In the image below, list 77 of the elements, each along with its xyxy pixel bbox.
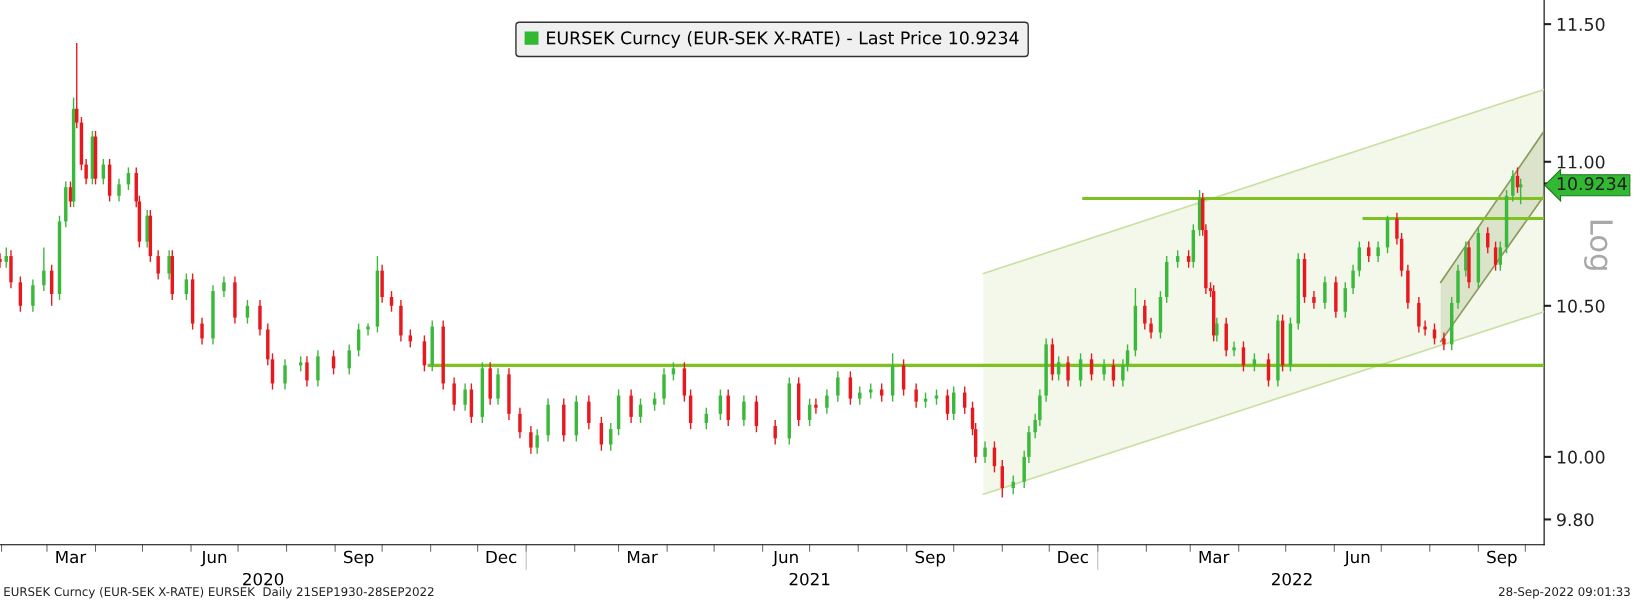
candlestick xyxy=(1215,316,1219,343)
y-tick-label: 9.80 xyxy=(1557,513,1594,527)
candlestick xyxy=(1367,240,1371,263)
x-tick-label: Mar xyxy=(56,550,87,564)
candlestick xyxy=(184,272,189,301)
candlestick xyxy=(1149,316,1153,340)
candlestick xyxy=(1464,240,1468,278)
x-tick-label: Jun xyxy=(772,550,798,567)
x2-tick-label: 2021 xyxy=(789,572,830,586)
x-tick-label: Dec xyxy=(1058,550,1088,564)
candlestick xyxy=(1511,169,1515,203)
candlestick xyxy=(1232,340,1236,358)
text: EURSEK Curncy (EUR-SEK X-RATE) EURSEK Daily 21SEP1930-28SEP2022 xyxy=(4,586,434,599)
candlestick xyxy=(222,275,226,298)
candlestick xyxy=(156,249,160,281)
candlestick xyxy=(836,370,840,403)
x-tick-label: Mar xyxy=(628,550,658,564)
y-axis-title: Log xyxy=(1584,220,1613,270)
y-tick-label: 10.9234 xyxy=(1557,177,1627,191)
candlestick xyxy=(200,316,204,346)
y-tick-label: 11.50 xyxy=(1557,17,1605,31)
candlestick xyxy=(1376,240,1380,263)
candlestick xyxy=(1395,212,1399,246)
x-tick-label: Jun xyxy=(200,550,227,567)
candlestick xyxy=(1033,413,1037,440)
candlestick xyxy=(283,358,287,391)
candlestick xyxy=(167,249,171,281)
candlestick xyxy=(1357,240,1362,278)
candlestick xyxy=(305,355,309,388)
candlestick xyxy=(773,419,777,446)
x-tick-label: Dec xyxy=(486,550,517,564)
legend-label: EURSEK Curncy (EUR-SEK X-RATE) - Last Price 10.9234 xyxy=(547,30,1019,48)
candlestick xyxy=(1351,264,1355,295)
candlestick xyxy=(825,388,829,415)
y-tick-label: 11.00 xyxy=(1557,155,1605,169)
candlestick xyxy=(609,422,613,452)
candlestick xyxy=(1102,358,1106,382)
candlestick xyxy=(4,246,8,269)
x-tick-label: Sep xyxy=(915,550,946,567)
candlestick xyxy=(452,376,456,412)
candlestick xyxy=(518,407,522,440)
candlestick xyxy=(814,397,818,415)
x2-tick-label: 2022 xyxy=(1272,572,1312,586)
candlestick xyxy=(1493,240,1498,272)
candlestick xyxy=(1417,296,1421,334)
candlestick xyxy=(848,370,853,406)
x-tick-label: Sep xyxy=(1487,550,1517,567)
y-tick-label: 10.00 xyxy=(1557,450,1605,464)
x-tick-label: Mar xyxy=(1199,550,1230,564)
candlestick xyxy=(1518,178,1523,205)
x2-tick-label: 2020 xyxy=(243,572,284,586)
candlestick xyxy=(31,278,35,313)
x-tick-label: Sep xyxy=(344,550,374,567)
candlestick xyxy=(535,428,539,455)
candlestick xyxy=(389,290,394,313)
candlestick xyxy=(463,382,467,412)
candlestick xyxy=(1143,299,1147,331)
candlestick xyxy=(914,382,918,409)
text: 28-Sep-2022 09:01:33 xyxy=(1498,587,1630,599)
candlestick xyxy=(117,178,121,203)
candlestick xyxy=(1312,290,1316,310)
x-tick-label: Jun xyxy=(1343,550,1370,567)
candlestick xyxy=(1066,355,1070,388)
candlestick xyxy=(1323,275,1327,310)
y-tick-label: 10.50 xyxy=(1557,299,1605,313)
candlestick xyxy=(629,388,633,424)
candlestick xyxy=(42,246,46,292)
candlestick xyxy=(983,440,987,464)
candlestick xyxy=(1442,331,1446,352)
candlestick xyxy=(84,158,88,186)
candlestick xyxy=(879,382,884,403)
candlestick xyxy=(587,394,591,430)
candlestick xyxy=(258,299,262,337)
candlestick xyxy=(1121,358,1125,388)
candlestick xyxy=(1498,240,1502,272)
candlestick xyxy=(529,425,533,455)
candlestick xyxy=(742,394,746,427)
